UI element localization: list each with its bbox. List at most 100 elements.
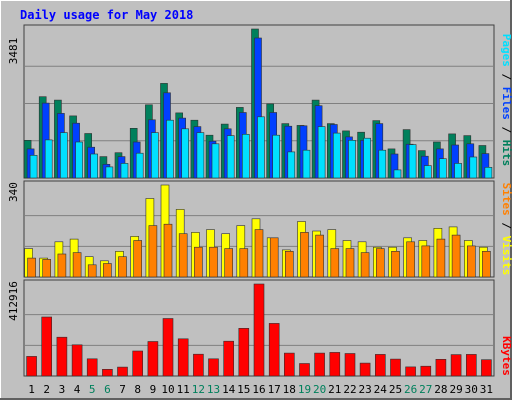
x-tick-label: 7: [119, 383, 126, 396]
x-tick-label: 29: [449, 383, 462, 396]
sites-bar: [133, 240, 142, 278]
x-tick-label: 28: [434, 383, 447, 396]
kbytes-bar: [465, 354, 477, 377]
sites-bar: [194, 246, 203, 278]
x-tick-label: 24: [374, 383, 388, 396]
kbytes-bar: [147, 341, 159, 377]
pages-bar: [257, 116, 265, 179]
x-tick-label: 17: [268, 383, 281, 396]
x-tick-label: 25: [389, 383, 402, 396]
kbytes-bar: [223, 340, 234, 377]
legend-visits: Visits: [500, 236, 512, 276]
x-tick-label: 18: [283, 383, 296, 396]
pages-bar: [181, 128, 189, 179]
x-tick-label: 20: [313, 383, 326, 396]
visits-legend: Sites / Visits: [500, 183, 512, 276]
sites-bar: [436, 238, 446, 278]
pages-bar: [135, 152, 144, 179]
sites-bar: [421, 245, 431, 278]
pages-bar: [29, 155, 38, 179]
kbytes-bar: [374, 354, 386, 377]
x-tick-label: 22: [343, 383, 356, 396]
x-tick-label: 13: [207, 383, 220, 396]
legend-files: Files: [500, 87, 512, 120]
sites-bar: [163, 223, 173, 278]
kbytes-bar: [102, 368, 113, 377]
x-tick-label: 4: [74, 383, 81, 396]
visits-panel: [23, 180, 495, 278]
kbytes-bar: [253, 283, 265, 377]
kbytes-bar: [208, 358, 219, 377]
x-tick-label: 12: [192, 383, 205, 396]
legend-sep: /: [500, 216, 512, 236]
pages-bar: [75, 141, 83, 179]
kbytes-bar: [329, 352, 341, 377]
pages-bar: [484, 167, 493, 179]
sites-bar: [284, 251, 294, 278]
pages-bar: [317, 126, 326, 179]
sites-bar: [178, 233, 188, 278]
kbytes-bar: [481, 359, 492, 377]
sites-bar: [72, 252, 82, 278]
kbytes-bar: [71, 344, 83, 377]
sites-bar: [466, 245, 476, 278]
pages-bar: [469, 156, 478, 179]
kbytes-bar: [132, 350, 143, 377]
x-tick-label: 1: [28, 383, 35, 396]
kbytes-bar: [193, 353, 204, 377]
pages-bar: [226, 135, 235, 179]
pages-bar: [60, 132, 68, 179]
pages-bar: [439, 158, 447, 179]
kbytes-bar: [283, 352, 295, 377]
pages-bar: [211, 143, 220, 179]
sites-bar: [148, 225, 158, 278]
kbytes-bar: [299, 363, 310, 377]
pages-bar: [378, 149, 387, 179]
legend-hits: Hits: [500, 140, 512, 167]
pages-bar: [105, 166, 114, 179]
sites-bar: [315, 234, 324, 278]
sites-bar: [42, 259, 52, 278]
kbytes-bar: [238, 327, 250, 377]
x-tick-label: 16: [252, 383, 265, 396]
x-tick-label: 15: [237, 383, 250, 396]
sites-bar: [224, 248, 233, 278]
kbytes-bar: [314, 352, 325, 377]
x-axis-labels: 1 2 3 4 5 6 7 8 9 10 11 12 13 14 15 16 17 18 19 20 21 22 23 24 2…: [28, 383, 493, 396]
x-tick-label: 3: [59, 383, 66, 396]
x-tick-label: 30: [465, 383, 478, 396]
sites-bar: [87, 264, 97, 278]
pages-bar: [302, 149, 311, 179]
sites-bar: [300, 232, 309, 278]
sites-bar: [27, 257, 36, 278]
kbytes-bar: [56, 336, 68, 377]
sites-bar: [482, 251, 491, 278]
pages-bar: [272, 134, 281, 179]
legend-sep: /: [500, 120, 512, 140]
pages-bar: [408, 144, 417, 179]
sites-bar: [360, 252, 370, 278]
kbytes-bar: [359, 362, 371, 377]
pages-bar: [287, 151, 296, 179]
x-tick-label: 31: [480, 383, 493, 396]
x-tick-label: 10: [161, 383, 174, 396]
pages-bar: [332, 132, 341, 179]
legend-sep: /: [500, 67, 512, 87]
x-tick-label: 21: [328, 383, 341, 396]
legend-pages: Pages: [500, 34, 512, 67]
sites-bar: [57, 253, 67, 278]
hits-ymax-label: 3481: [7, 38, 20, 65]
chart-title: Daily usage for May 2018: [20, 8, 193, 22]
sites-bar: [406, 241, 415, 278]
kbytes-bar: [86, 358, 98, 377]
x-tick-label: 11: [177, 383, 190, 396]
sites-bar: [375, 248, 385, 278]
sites-bar: [451, 234, 461, 278]
kbytes-bar: [405, 366, 416, 377]
kbytes-bar: [117, 366, 128, 377]
visits-ymax-label: 340: [7, 182, 20, 202]
kbytes-bar: [450, 354, 462, 377]
kbytes-bar: [390, 358, 401, 377]
kbytes-bar: [41, 316, 53, 377]
